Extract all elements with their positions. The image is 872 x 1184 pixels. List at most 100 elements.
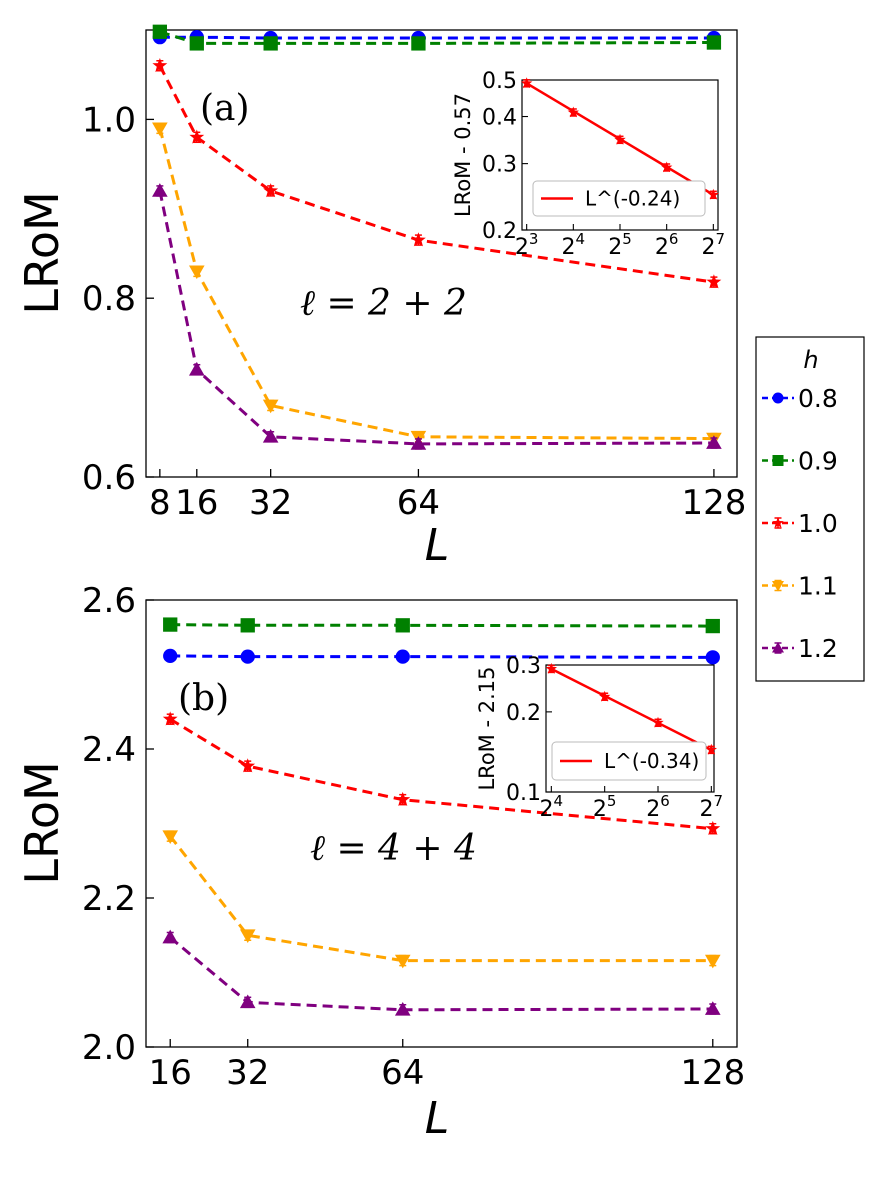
- panel-a-inset-ytick-label: 0.3: [482, 153, 517, 178]
- panel-b-series-line: [169, 717, 713, 831]
- panel-a-inset-ytick-label: 0.5: [482, 69, 517, 94]
- panel-a-inset-xtick-base: 2: [655, 235, 669, 260]
- panel-b-label: (b): [178, 678, 229, 719]
- panel-a-label: (a): [200, 88, 250, 129]
- panel-b-point: [705, 820, 721, 835]
- panel-a-point: [262, 428, 279, 443]
- panel-a-inset-xtick-label: 27: [702, 230, 726, 260]
- panel-b-point: [705, 650, 720, 665]
- panel-b-point: [395, 791, 411, 806]
- panel-a-point: [189, 129, 205, 144]
- legend-entry-label: 1.0: [798, 509, 838, 538]
- panel-b-point: [705, 618, 720, 634]
- panel-a-inset-xtick-label: 25: [608, 230, 632, 260]
- panel-a-series-line: [158, 190, 714, 446]
- panel-b-inset-point: [705, 743, 717, 755]
- panel-a-frame: [145, 29, 738, 478]
- panel-b-point: [394, 954, 411, 969]
- panel-a-series-line: [158, 127, 714, 441]
- panel-b-point: [394, 1001, 411, 1016]
- panel-a-point: [188, 265, 205, 280]
- legend-entry-marker: [772, 517, 784, 528]
- panel-a-inset-xtick-base: 2: [702, 235, 716, 260]
- panel-a-annotation: ℓ = 2 + 2: [300, 283, 467, 324]
- panel-a-xtick-label: 32: [249, 483, 292, 523]
- panel-a-inset-xtick-label: 23: [515, 230, 539, 260]
- panel-b-point: [240, 649, 255, 664]
- panel-b-inset-xtick-base: 2: [700, 797, 714, 822]
- panel-a-xtick-label: 128: [681, 483, 746, 523]
- panel-b-point: [163, 648, 178, 664]
- panel-a-point: [706, 35, 722, 50]
- panel-b-xtick-label: 128: [680, 1053, 745, 1093]
- panel-b-inset-xtick-label: 24: [540, 792, 564, 822]
- panel-b-ytick-label: 2.4: [82, 730, 136, 770]
- panel-a-point: [706, 274, 722, 289]
- panel-a-xtick-label: 64: [397, 483, 440, 523]
- panel-b-series-0.9: [163, 617, 720, 634]
- legend-entry-0.8: 0.8: [762, 384, 838, 413]
- panel-b-point: [239, 929, 256, 944]
- panel-a-inset-point: [521, 77, 533, 89]
- panel-a-inset-xtick-base: 2: [608, 235, 622, 260]
- panel-b-xtick-label: 16: [149, 1053, 192, 1093]
- panel-b-inset-xtick-base: 2: [540, 797, 554, 822]
- panel-a-series-line: [159, 35, 714, 40]
- legend-entry-marker: [772, 455, 784, 466]
- legend-entry-label: 1.2: [798, 634, 838, 663]
- panel-a-point: [263, 36, 278, 51]
- panel-b-xlabel: L: [425, 1093, 450, 1144]
- panel-a-series-1.0: [152, 58, 722, 289]
- panel-b-inset-xtick-exp: 4: [554, 792, 564, 810]
- panel-b-point: [240, 618, 255, 633]
- panel-a-series-line: [158, 65, 715, 284]
- panel-b-series-1.1: [162, 830, 721, 969]
- panel-a-point: [152, 122, 168, 137]
- panel-b-series-line: [170, 623, 713, 628]
- panel-a-inset-point: [707, 188, 719, 200]
- panel-b-point: [163, 617, 178, 632]
- panel-a-inset-xtick-label: 26: [655, 230, 679, 260]
- panel-a-point: [152, 24, 168, 39]
- panel-b-ytick-label: 2.6: [82, 581, 136, 621]
- panel-b-ytick-label: 2.2: [82, 879, 136, 919]
- legend-entry-marker: [772, 392, 784, 404]
- panel-b-inset-xtick-exp: 6: [660, 792, 670, 810]
- panel-a-xtick-label: 16: [175, 483, 218, 523]
- panel-a-point: [189, 36, 204, 51]
- panel-b-inset-ytick-label: 0.2: [506, 701, 541, 726]
- panel-a-ylabel: LRoM: [15, 191, 69, 314]
- panel-b-inset-ylabel: LRoM - 2.15: [475, 666, 499, 790]
- panel-b-inset-point: [652, 716, 664, 728]
- panel-a-point: [411, 36, 426, 51]
- panel-a-inset-xtick-exp: 7: [716, 230, 726, 248]
- panel-b-ylabel: LRoM: [15, 761, 69, 884]
- panel-a-inset-legend-label: L^(-0.24): [585, 187, 680, 211]
- panel-b-point: [162, 711, 178, 726]
- panel-a-inset-legend-box: [532, 180, 706, 217]
- panel-b-inset-legend-label: L^(-0.34): [604, 749, 699, 773]
- legend-entry-marker: [772, 581, 784, 592]
- panel-b-frame: [145, 599, 738, 1048]
- panel-b-point: [240, 758, 256, 773]
- panel-a-inset-ylabel: LRoM - 0.57: [451, 93, 475, 217]
- legend-entry-label: 0.9: [798, 447, 838, 476]
- panel-a-point: [411, 232, 426, 247]
- panel-b-series-1.0: [162, 711, 721, 835]
- panel-b-series-line: [170, 654, 713, 659]
- panel-b-inset-point: [599, 690, 611, 702]
- panel-a-inset-xtick-exp: 6: [669, 230, 679, 248]
- panel-a-series-1.2: [152, 183, 722, 450]
- panel-a-inset-point: [614, 133, 626, 145]
- panel-b-inset-xtick-base: 2: [646, 797, 660, 822]
- panel-b-point: [162, 830, 179, 844]
- panel-a-inset-xtick-label: 24: [562, 230, 586, 260]
- panel-b-annotation: ℓ = 4 + 4: [310, 828, 477, 869]
- panel-b-inset-legend-box: [551, 741, 707, 781]
- legend-entry-1.0: 1.0: [762, 509, 838, 538]
- panel-b-series-line: [169, 835, 713, 963]
- panel-a-inset-ytick-label: 0.2: [482, 219, 517, 244]
